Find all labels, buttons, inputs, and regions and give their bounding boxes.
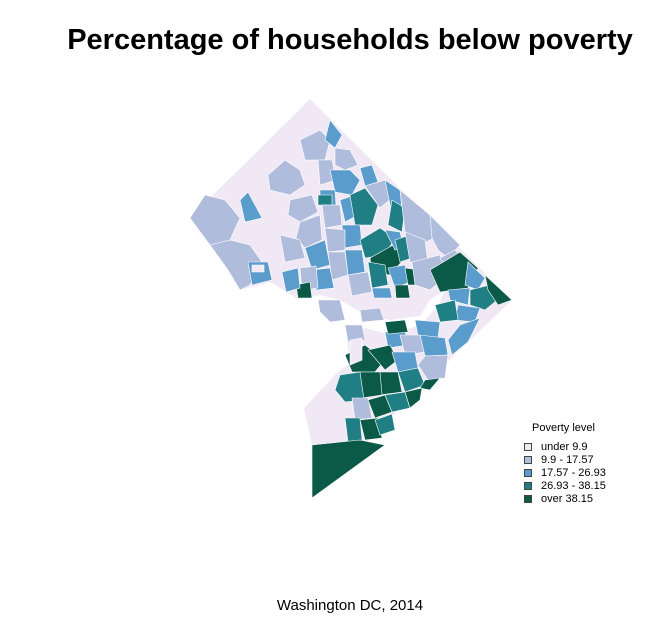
legend-item: 17.57 - 26.93 bbox=[524, 466, 606, 479]
census-tract bbox=[317, 299, 346, 323]
legend-items: under 9.9 9.9 - 17.57 17.57 - 26.93 26.93 -… bbox=[524, 440, 606, 505]
legend-item: 26.93 - 38.15 bbox=[524, 479, 606, 492]
census-tract bbox=[299, 129, 331, 161]
census-tract bbox=[321, 204, 343, 229]
census-tract bbox=[434, 299, 459, 323]
census-tract bbox=[251, 264, 265, 273]
census-tract bbox=[324, 227, 346, 253]
census-tract bbox=[347, 271, 373, 297]
census-tract bbox=[287, 194, 319, 223]
legend-title: Poverty level bbox=[532, 422, 595, 434]
census-tract bbox=[311, 439, 386, 499]
census-tract bbox=[344, 417, 363, 443]
census-tract bbox=[399, 189, 441, 246]
legend-swatch bbox=[524, 468, 532, 477]
census-tract bbox=[334, 147, 359, 171]
census-tract bbox=[374, 413, 396, 436]
census-tract bbox=[329, 169, 361, 196]
census-tract bbox=[447, 317, 481, 356]
map-caption: Washington DC, 2014 bbox=[276, 597, 424, 614]
legend-label: under 9.9 bbox=[541, 440, 588, 453]
map-title: Percentage of households below poverty bbox=[67, 24, 633, 56]
census-tract bbox=[344, 249, 366, 276]
legend-swatch bbox=[524, 494, 532, 503]
district-outline bbox=[190, 99, 512, 498]
legend-item: over 38.15 bbox=[524, 492, 606, 505]
census-tract bbox=[349, 337, 363, 366]
census-tract bbox=[267, 159, 306, 196]
census-tract bbox=[279, 234, 306, 263]
census-tract bbox=[359, 307, 385, 323]
legend-label: 9.9 - 17.57 bbox=[541, 453, 594, 466]
census-tract bbox=[484, 274, 513, 306]
census-tract bbox=[281, 267, 301, 293]
census-tract bbox=[387, 199, 406, 233]
census-tract bbox=[371, 287, 393, 299]
legend-swatch bbox=[524, 455, 532, 464]
census-tract bbox=[419, 377, 441, 391]
census-tract bbox=[317, 194, 333, 206]
census-tracts bbox=[189, 119, 513, 499]
census-tract bbox=[384, 319, 409, 335]
legend-label: over 38.15 bbox=[541, 492, 593, 505]
census-tract bbox=[349, 187, 379, 226]
legend-item: under 9.9 bbox=[524, 440, 606, 453]
legend-label: 26.93 - 38.15 bbox=[541, 479, 606, 492]
census-tract bbox=[344, 324, 366, 343]
legend-swatch bbox=[524, 442, 532, 451]
census-tract bbox=[394, 284, 411, 299]
census-tract bbox=[295, 214, 323, 249]
census-tract bbox=[351, 397, 373, 421]
census-tract bbox=[419, 334, 449, 357]
legend-label: 17.57 - 26.93 bbox=[541, 466, 606, 479]
legend-item: 9.9 - 17.57 bbox=[524, 453, 606, 466]
census-tract bbox=[429, 214, 461, 259]
census-tract bbox=[239, 191, 263, 223]
census-tract bbox=[404, 387, 423, 409]
legend: Poverty level under 9.9 9.9 - 17.57 17.57 … bbox=[524, 422, 606, 505]
legend-swatch bbox=[524, 481, 532, 490]
census-tract bbox=[367, 261, 389, 289]
